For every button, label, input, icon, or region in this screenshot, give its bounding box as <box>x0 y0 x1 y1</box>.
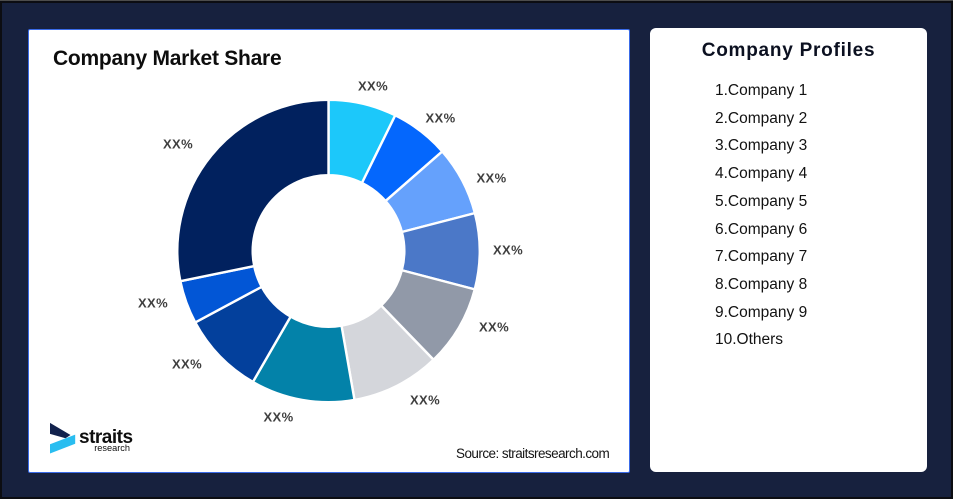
svg-text:research: research <box>94 443 130 453</box>
svg-text:straits: straits <box>79 427 133 448</box>
